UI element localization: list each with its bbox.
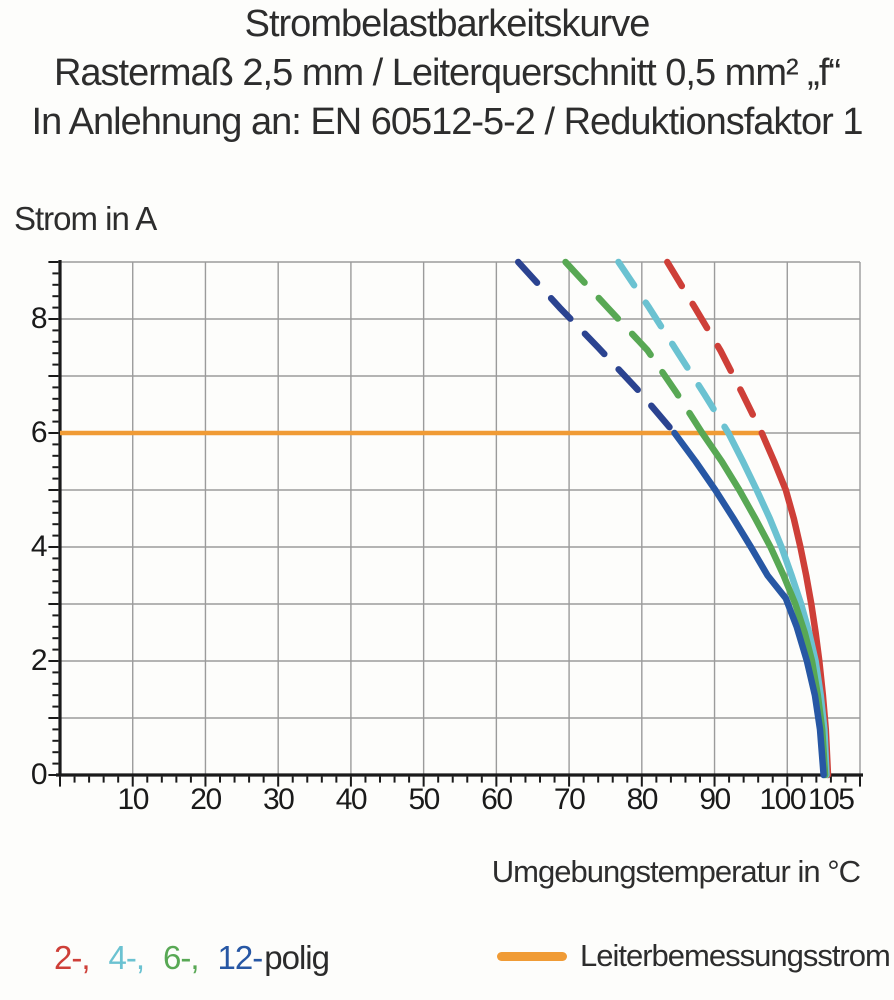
curve-4-polig-dashed [615,258,732,437]
y-tick-label-0: 0 [30,758,48,791]
legend-poles-suffix: polig [264,939,330,976]
x-tick-label-40: 40 [335,783,368,816]
chart-title-line2: Rastermaß 2,5 mm / Leiterquerschnitt 0,5… [53,52,841,94]
rated-current-label: Leiterbemessungsstrom [580,938,891,973]
x-tick-label-100: 100 [759,783,806,816]
x-tick-label-10: 10 [117,783,150,816]
x-tick-label-30: 30 [262,783,295,816]
curve-2-polig-dashed [664,258,766,437]
chart-title-line1: Strombelastbarkeitskurve [244,3,651,45]
legend-item-2-polig: 2-, [54,939,91,976]
curve-12-polig-dashed [514,258,678,437]
x-tick-label-70: 70 [553,783,586,816]
y-tick-label-4: 4 [30,530,48,563]
legend-item-4-polig: 4-, [108,939,146,976]
x-tick-label-105: 105 [807,783,855,816]
y-tick-label-8: 8 [30,302,48,335]
rated-current-legend: Leiterbemessungsstrom [497,934,891,978]
rated-current-line-swatch [497,951,567,961]
chart-title-line3: In Anlehnung an: EN 60512-5-2 / Reduktio… [31,101,864,143]
x-tick-label-20: 20 [190,783,222,816]
x-tick-label-60: 60 [481,783,513,816]
x-tick-label-90: 90 [699,783,731,816]
y-tick-label-6: 6 [30,416,48,449]
y-axis-title: Strom in A [14,200,157,237]
y-tick-label-2: 2 [30,644,48,677]
legend-item-12-polig: 12- [217,939,264,976]
chart-title-block: Strombelastbarkeitskurve Rastermaß 2,5 m… [0,0,894,147]
x-tick-label-80: 80 [626,783,659,816]
legend-item-6-polig: 6-, [163,939,200,976]
x-axis-title: Umgebungstemperatur in °C [491,854,861,889]
curve-12-polig-solid [671,429,827,779]
curve-6-polig-dashed [562,258,706,437]
x-tick-label-50: 50 [408,783,440,816]
poles-legend: 2-, 4-, 6-, 12- polig [54,936,330,980]
